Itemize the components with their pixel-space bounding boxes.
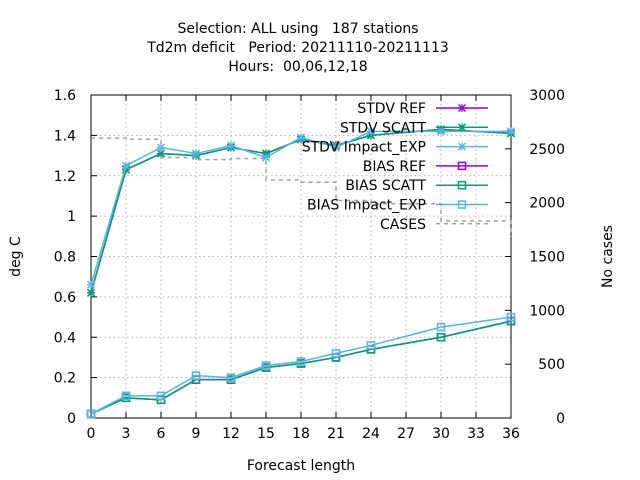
x-tick-label: 6 <box>157 426 166 442</box>
legend-item: STDV Impact_EXP <box>302 140 488 156</box>
data-point <box>191 149 201 158</box>
data-point <box>457 180 467 190</box>
y-tick-label: 1.4 <box>54 128 76 144</box>
legend: STDV REF STDV SCATT STDV Impact_EXP BIAS RE… <box>302 101 488 233</box>
legend-label: STDV REF <box>357 101 426 117</box>
y-tick-label: 0.4 <box>54 330 76 346</box>
x-axis-label: Forecast length <box>247 458 355 474</box>
data-point <box>156 143 166 152</box>
y2-axis-label: No cases <box>600 225 616 288</box>
title-line: Td2m deficit Period: 20211110-20211113 <box>146 40 449 56</box>
data-point <box>506 127 516 136</box>
legend-label: BIAS REF <box>363 159 426 175</box>
y-tick-label: 0.6 <box>54 290 76 306</box>
x-tick-label: 15 <box>257 426 275 442</box>
y-tick-label: 0.2 <box>54 371 76 387</box>
data-point <box>457 103 467 113</box>
y-tick-label: 1.6 <box>54 88 76 104</box>
data-point <box>457 123 467 132</box>
series-stdv-impact-exp <box>86 127 516 289</box>
data-point <box>121 161 131 170</box>
chart-title: Selection: ALL using 187 stations Td2m de… <box>146 21 449 75</box>
axis-ticks: 0 3 6 9 12 15 18 21 24 27 30 33 3600.20.40.60.811.21… <box>54 88 565 442</box>
x-tick-label: 0 <box>87 426 96 442</box>
series-line <box>90 320 512 415</box>
legend-label: BIAS SCATT <box>345 178 426 194</box>
x-tick-label: 12 <box>222 426 240 442</box>
data-point <box>436 333 446 342</box>
x-tick-label: 33 <box>467 426 485 442</box>
legend-label: CASES <box>380 217 426 233</box>
series-cases <box>91 137 512 238</box>
data-point <box>506 312 516 322</box>
data-point <box>191 371 201 380</box>
series-line <box>90 316 512 415</box>
data-point <box>261 361 271 370</box>
y-tick-label: 0 <box>67 411 76 427</box>
y2-tick-label: 2000 <box>529 196 565 212</box>
x-tick-label: 36 <box>502 426 520 442</box>
y2-tick-label: 0 <box>556 411 565 427</box>
y2-tick-label: 500 <box>538 357 565 373</box>
data-point <box>86 288 96 297</box>
x-tick-label: 24 <box>362 426 380 442</box>
y2-tick-label: 2500 <box>529 142 565 158</box>
data-point <box>436 322 446 332</box>
legend-item: BIAS SCATT <box>345 178 488 194</box>
x-tick-label: 3 <box>122 426 131 442</box>
x-tick-label: 18 <box>292 426 310 442</box>
series-line <box>91 137 512 238</box>
legend-item: BIAS Impact_EXP <box>307 198 488 214</box>
title-line: Hours: 00,06,12,18 <box>228 59 367 75</box>
data-point <box>296 133 306 142</box>
y-axis-label: deg C <box>8 236 24 277</box>
data-point <box>457 200 467 209</box>
data-point <box>226 373 236 382</box>
data-point <box>261 153 271 162</box>
legend-label: BIAS Impact_EXP <box>307 198 426 214</box>
x-tick-label: 27 <box>397 426 415 442</box>
data-point <box>331 349 341 358</box>
y-tick-label: 1.2 <box>54 169 76 185</box>
legend-label: STDV SCATT <box>340 120 426 136</box>
data-point <box>296 357 306 366</box>
data-point <box>156 391 166 401</box>
data-point <box>366 127 376 136</box>
y2-tick-label: 1500 <box>529 250 565 266</box>
data-point <box>86 280 96 289</box>
x-tick-label: 9 <box>192 426 201 442</box>
y-tick-label: 0.8 <box>54 250 76 266</box>
data-point <box>86 409 96 419</box>
legend-item: STDV REF <box>357 101 488 117</box>
data-point <box>226 141 236 150</box>
series-bias-impact-exp <box>86 312 516 419</box>
data-point <box>457 161 467 171</box>
data-point <box>457 142 467 151</box>
y2-tick-label: 1000 <box>529 303 565 319</box>
x-tick-label: 30 <box>432 426 450 442</box>
legend-item: CASES <box>380 217 488 233</box>
x-tick-label: 21 <box>327 426 345 442</box>
y2-tick-label: 3000 <box>529 88 565 104</box>
legend-item: BIAS REF <box>363 159 488 175</box>
data-point <box>121 391 131 401</box>
legend-label: STDV Impact_EXP <box>302 140 426 156</box>
title-line: Selection: ALL using 187 stations <box>177 21 418 37</box>
data-point <box>436 127 446 136</box>
y-tick-label: 1 <box>67 209 76 225</box>
data-point <box>331 143 341 152</box>
legend-item: STDV SCATT <box>340 120 488 136</box>
data-point <box>366 341 376 350</box>
